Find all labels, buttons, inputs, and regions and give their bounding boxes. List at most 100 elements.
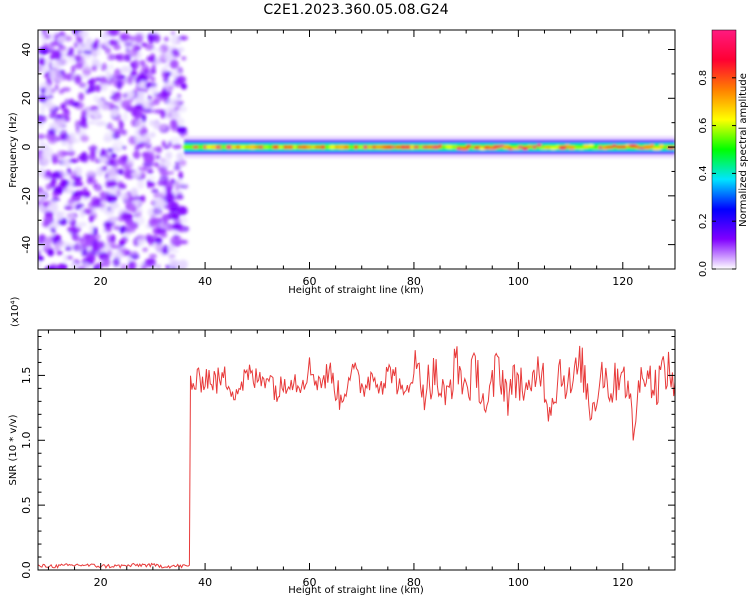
noise-blob: [66, 255, 73, 260]
noise-blob: [85, 37, 93, 45]
colorbar-tick-label: 0.6: [698, 118, 709, 134]
noise-blob: [130, 187, 138, 197]
noise-blob: [57, 263, 68, 269]
noise-blob: [99, 206, 109, 213]
noise-blob: [107, 39, 119, 46]
noise-blob: [49, 112, 59, 119]
noise-blob: [63, 254, 68, 263]
noise-blob: [106, 194, 118, 204]
band-ridge: [558, 145, 568, 150]
noise-blob: [50, 223, 59, 228]
band-ridge: [300, 145, 309, 149]
noise-blob: [178, 206, 188, 216]
band-ridge: [292, 145, 297, 149]
noise-blob: [52, 191, 60, 198]
noise-blob: [53, 207, 59, 215]
noise-blob: [172, 212, 180, 221]
noise-blob: [95, 120, 106, 127]
noise-blob: [89, 150, 96, 157]
noise-blob: [101, 165, 108, 172]
noise-blob: [153, 97, 160, 106]
x-tick-label: 20: [94, 275, 108, 288]
noise-blob: [71, 101, 80, 107]
noise-blob: [78, 92, 85, 101]
band-ridge: [286, 145, 295, 150]
noise-blob: [56, 114, 63, 120]
noise-blob: [120, 99, 131, 109]
noise-blob: [125, 202, 136, 212]
noise-blob: [119, 225, 126, 234]
noise-blob: [155, 198, 166, 208]
noise-blob: [117, 80, 122, 90]
band-ridge: [325, 145, 331, 149]
y-tick-label: 0: [20, 144, 33, 151]
noise-blob: [40, 97, 47, 104]
spectrogram-panel: 20 40 60 80 100 120 -40 -20 0 20 40 Height of str…: [8, 29, 676, 296]
noise-blob: [120, 65, 131, 73]
band-ridge: [353, 145, 359, 150]
noise-blob: [120, 211, 129, 221]
noise-blob: [179, 216, 188, 224]
noise-blob: [157, 123, 168, 131]
noise-blob: [71, 138, 80, 144]
noise-blob: [138, 80, 148, 89]
snr-series-line: [38, 345, 675, 569]
noise-blob: [98, 99, 103, 109]
noise-blob: [93, 183, 103, 192]
band-ridge: [587, 144, 594, 148]
noise-blob: [128, 135, 138, 145]
noise-blob: [143, 153, 155, 164]
noise-blob: [144, 108, 156, 114]
y-tick-label: 20: [20, 91, 33, 105]
noise-blob: [131, 107, 138, 117]
noise-blob: [152, 146, 162, 152]
spectrogram-x-tick-labels: 20 40 60 80 100 120: [94, 275, 634, 288]
noise-blob: [47, 248, 55, 257]
noise-blob: [151, 188, 159, 193]
noise-blob: [55, 118, 66, 128]
noise-blob: [142, 247, 149, 252]
noise-blob: [91, 41, 99, 51]
band-ridge: [235, 145, 242, 149]
band-ridge: [395, 145, 402, 149]
noise-blob: [61, 57, 70, 66]
y-tick-label: 1.0: [20, 432, 33, 450]
noise-blob: [132, 150, 141, 160]
x-tick-label: 60: [303, 275, 317, 288]
noise-blob: [110, 190, 119, 196]
noise-blob: [123, 111, 128, 122]
noise-blob: [149, 84, 158, 94]
noise-blob: [146, 179, 151, 189]
band-ridge: [239, 145, 247, 149]
band-ridge: [612, 144, 617, 148]
noise-blob: [38, 133, 46, 140]
noise-blob: [178, 171, 183, 180]
noise-blob: [115, 54, 124, 61]
noise-blob: [110, 153, 117, 159]
noise-blob: [109, 205, 115, 213]
noise-blob: [172, 143, 182, 150]
noise-blob: [161, 140, 166, 147]
band-ridge: [358, 145, 364, 149]
noise-blob: [107, 54, 116, 61]
noise-blob: [47, 140, 57, 145]
noise-blob: [43, 191, 49, 200]
noise-blob: [160, 232, 168, 238]
noise-blob: [152, 265, 161, 269]
noise-blob: [137, 166, 148, 172]
band-ridge: [536, 143, 542, 147]
noise-blob: [86, 177, 93, 185]
snr-panel: 20 40 60 80 100 120 0.0 0.5 1.0 1.5 Height of st…: [8, 296, 676, 596]
noise-blob: [84, 190, 91, 198]
colorbar-tick-label: 0.0: [698, 261, 709, 277]
band-ridge: [230, 145, 237, 149]
noise-blob: [50, 41, 60, 47]
noise-blob: [83, 41, 94, 51]
noise-blob: [181, 83, 187, 90]
noise-blob: [92, 265, 102, 269]
x-tick-label: 40: [198, 275, 212, 288]
band-ridge: [652, 147, 662, 151]
noise-blob: [71, 218, 77, 229]
noise-blob: [151, 64, 156, 70]
